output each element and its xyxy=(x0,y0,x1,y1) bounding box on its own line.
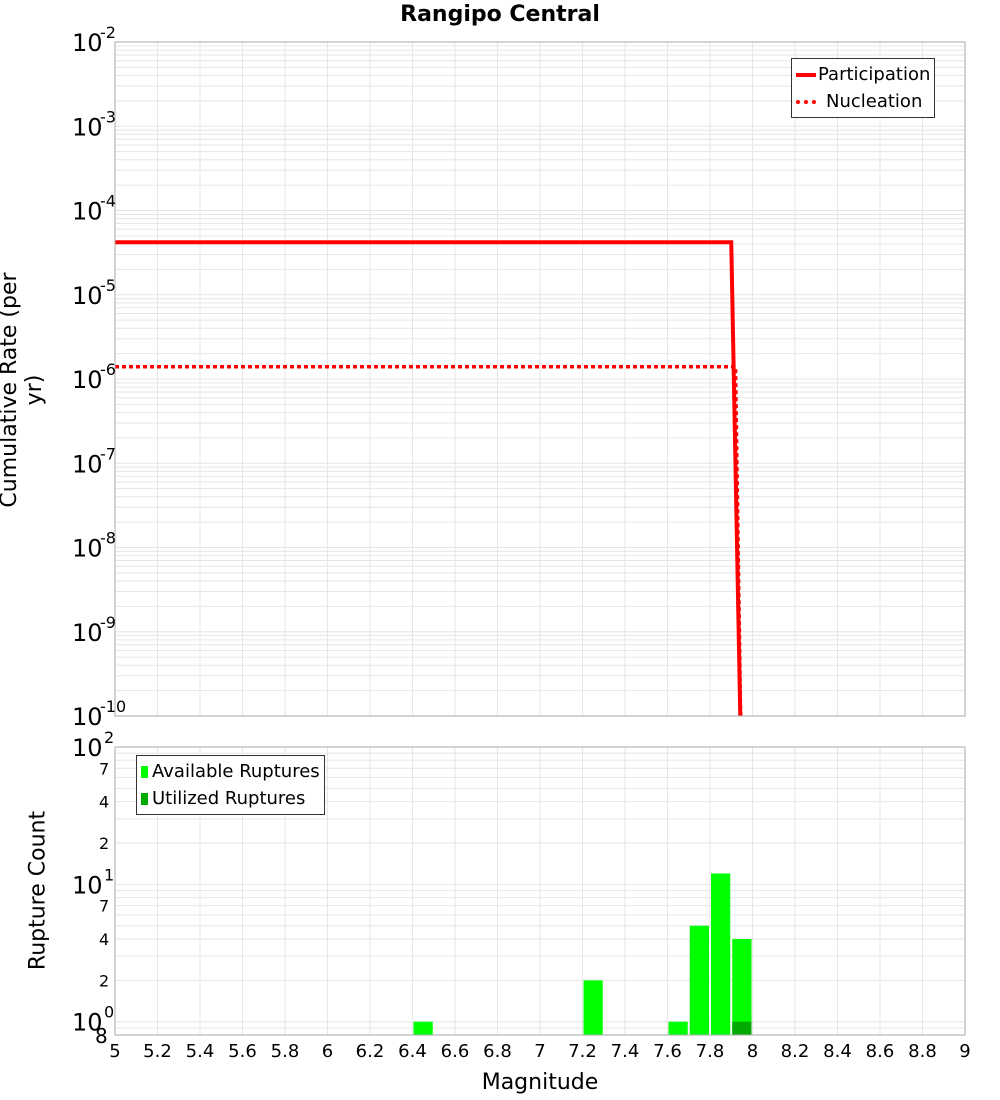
participation-line xyxy=(115,240,743,716)
svg-text:-7: -7 xyxy=(100,444,116,463)
svg-text:-8: -8 xyxy=(100,529,116,548)
svg-text:7.8: 7.8 xyxy=(696,1041,725,1062)
svg-text:10: 10 xyxy=(72,450,103,478)
svg-text:6.8: 6.8 xyxy=(483,1041,512,1062)
svg-text:7: 7 xyxy=(99,897,109,916)
x-axis-label: Magnitude xyxy=(481,1070,599,1095)
svg-text:4: 4 xyxy=(99,793,109,812)
svg-text:8.8: 8.8 xyxy=(908,1041,937,1062)
svg-text:1: 1 xyxy=(104,865,114,884)
svg-text:10: 10 xyxy=(72,113,103,141)
svg-text:-9: -9 xyxy=(100,613,116,632)
available-bar xyxy=(711,873,731,1035)
top-y-axis-label: Cumulative Rate (per yr) xyxy=(0,272,47,508)
svg-text:-10: -10 xyxy=(100,697,126,716)
bottom-grid xyxy=(114,747,966,1036)
svg-text:6.2: 6.2 xyxy=(356,1041,385,1062)
svg-text:5.6: 5.6 xyxy=(228,1041,257,1062)
bottom-legend: Available Ruptures Utilized Ruptures xyxy=(136,755,325,815)
top-legend: Participation Nucleation xyxy=(791,58,936,118)
svg-text:7.4: 7.4 xyxy=(611,1041,640,1062)
dotted-line-swatch-icon xyxy=(796,99,816,104)
svg-text:8: 8 xyxy=(95,1024,108,1048)
available-bar xyxy=(689,925,709,1035)
solid-line-swatch-icon xyxy=(796,72,816,77)
svg-text:2: 2 xyxy=(99,834,109,853)
available-bar xyxy=(413,1021,433,1035)
svg-text:10: 10 xyxy=(72,734,103,762)
bottom-y-axis-label: Rupture Count xyxy=(25,810,51,971)
svg-text:6.4: 6.4 xyxy=(398,1041,427,1062)
svg-text:9: 9 xyxy=(959,1041,970,1062)
svg-text:5.2: 5.2 xyxy=(143,1041,172,1062)
svg-text:8.2: 8.2 xyxy=(781,1041,810,1062)
svg-text:4: 4 xyxy=(99,930,109,949)
svg-text:-5: -5 xyxy=(100,276,116,295)
svg-text:10: 10 xyxy=(72,1009,103,1037)
nucleation-line xyxy=(115,364,743,716)
utilized-swatch-icon xyxy=(141,792,148,805)
svg-text:5.4: 5.4 xyxy=(186,1041,215,1062)
available-swatch-icon xyxy=(141,765,148,778)
svg-text:6: 6 xyxy=(322,1041,333,1062)
available-bar xyxy=(732,939,752,1035)
top-grid xyxy=(114,42,966,717)
svg-text:7.6: 7.6 xyxy=(653,1041,682,1062)
svg-text:10: 10 xyxy=(72,366,103,394)
svg-text:-2: -2 xyxy=(100,23,116,42)
svg-text:5.8: 5.8 xyxy=(271,1041,300,1062)
utilized-bar xyxy=(732,1021,752,1035)
svg-text:0: 0 xyxy=(104,1003,114,1022)
svg-text:-4: -4 xyxy=(100,192,116,211)
svg-text:7.2: 7.2 xyxy=(568,1041,597,1062)
svg-text:10: 10 xyxy=(72,619,103,647)
svg-text:10: 10 xyxy=(72,29,103,57)
svg-text:-6: -6 xyxy=(100,360,116,379)
svg-text:8: 8 xyxy=(747,1041,758,1062)
svg-text:10: 10 xyxy=(72,871,103,899)
svg-text:8.6: 8.6 xyxy=(866,1041,895,1062)
svg-text:5: 5 xyxy=(109,1041,120,1062)
svg-text:2: 2 xyxy=(104,728,114,747)
available-bar xyxy=(668,1021,688,1035)
svg-text:2: 2 xyxy=(99,971,109,990)
svg-text:-3: -3 xyxy=(100,107,116,126)
legend-item-participation: Participation xyxy=(796,61,930,88)
legend-item-utilized: Utilized Ruptures xyxy=(141,785,320,812)
legend-item-available: Available Ruptures xyxy=(141,758,320,785)
svg-text:10: 10 xyxy=(72,703,103,731)
svg-text:7: 7 xyxy=(99,759,109,778)
chart-title: Rangipo Central xyxy=(400,2,600,27)
legend-item-nucleation: Nucleation xyxy=(796,88,930,115)
svg-text:10: 10 xyxy=(72,198,103,226)
available-bar xyxy=(583,980,603,1035)
svg-text:6.6: 6.6 xyxy=(441,1041,470,1062)
svg-text:10: 10 xyxy=(72,535,103,563)
svg-text:10: 10 xyxy=(72,282,103,310)
svg-text:8.4: 8.4 xyxy=(823,1041,852,1062)
svg-text:7: 7 xyxy=(534,1041,545,1062)
